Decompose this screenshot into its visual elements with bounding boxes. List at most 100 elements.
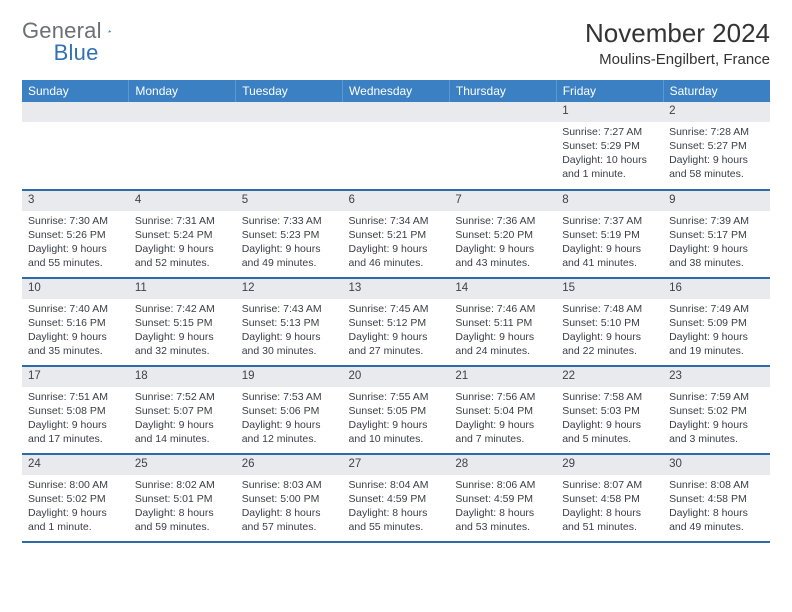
daylight-text: Daylight: 8 hours and 53 minutes. — [455, 506, 550, 534]
location-label: Moulins-Engilbert, France — [585, 51, 770, 68]
day-number-bar: 13 — [343, 279, 450, 299]
day-number-bar: 22 — [556, 367, 663, 387]
sunset-text: Sunset: 4:59 PM — [455, 492, 550, 506]
sunrise-text: Sunrise: 7:31 AM — [135, 214, 230, 228]
day-cell-body: Sunrise: 7:39 AMSunset: 5:17 PMDaylight:… — [663, 211, 770, 275]
daylight-text: Daylight: 9 hours and 55 minutes. — [28, 242, 123, 270]
day-number-bar: 2 — [663, 102, 770, 122]
daylight-text: Daylight: 9 hours and 58 minutes. — [669, 153, 764, 181]
day-header: Saturday — [663, 80, 770, 102]
calendar-week-row: 3Sunrise: 7:30 AMSunset: 5:26 PMDaylight… — [22, 190, 770, 278]
day-cell-body: Sunrise: 7:36 AMSunset: 5:20 PMDaylight:… — [449, 211, 556, 275]
sunrise-text: Sunrise: 8:04 AM — [349, 478, 444, 492]
day-number-bar: 9 — [663, 191, 770, 211]
day-number-bar: 11 — [129, 279, 236, 299]
day-header-row: SundayMondayTuesdayWednesdayThursdayFrid… — [22, 80, 770, 102]
day-cell-body: Sunrise: 7:52 AMSunset: 5:07 PMDaylight:… — [129, 387, 236, 451]
logo-sail-icon — [108, 22, 112, 40]
day-cell-body: Sunrise: 7:27 AMSunset: 5:29 PMDaylight:… — [556, 122, 663, 186]
sunset-text: Sunset: 5:29 PM — [562, 139, 657, 153]
daylight-text: Daylight: 9 hours and 5 minutes. — [562, 418, 657, 446]
day-cell-body: Sunrise: 7:56 AMSunset: 5:04 PMDaylight:… — [449, 387, 556, 451]
day-cell-body: Sunrise: 7:59 AMSunset: 5:02 PMDaylight:… — [663, 387, 770, 451]
calendar-day-cell: 8Sunrise: 7:37 AMSunset: 5:19 PMDaylight… — [556, 190, 663, 278]
calendar-day-cell: 14Sunrise: 7:46 AMSunset: 5:11 PMDayligh… — [449, 278, 556, 366]
day-number-bar: 24 — [22, 455, 129, 475]
calendar-day-cell: 16Sunrise: 7:49 AMSunset: 5:09 PMDayligh… — [663, 278, 770, 366]
daylight-text: Daylight: 9 hours and 49 minutes. — [242, 242, 337, 270]
day-cell-body: Sunrise: 7:28 AMSunset: 5:27 PMDaylight:… — [663, 122, 770, 186]
day-cell-body: Sunrise: 7:51 AMSunset: 5:08 PMDaylight:… — [22, 387, 129, 451]
calendar-day-cell: 7Sunrise: 7:36 AMSunset: 5:20 PMDaylight… — [449, 190, 556, 278]
sunset-text: Sunset: 5:02 PM — [28, 492, 123, 506]
calendar-day-cell — [22, 102, 129, 190]
sunrise-text: Sunrise: 7:55 AM — [349, 390, 444, 404]
sunset-text: Sunset: 5:02 PM — [669, 404, 764, 418]
calendar-day-cell: 11Sunrise: 7:42 AMSunset: 5:15 PMDayligh… — [129, 278, 236, 366]
sunrise-text: Sunrise: 7:49 AM — [669, 302, 764, 316]
day-number-bar: 18 — [129, 367, 236, 387]
day-number-bar: 17 — [22, 367, 129, 387]
day-cell-body: Sunrise: 7:40 AMSunset: 5:16 PMDaylight:… — [22, 299, 129, 363]
sunset-text: Sunset: 5:09 PM — [669, 316, 764, 330]
calendar-day-cell: 15Sunrise: 7:48 AMSunset: 5:10 PMDayligh… — [556, 278, 663, 366]
daylight-text: Daylight: 9 hours and 35 minutes. — [28, 330, 123, 358]
day-cell-body: Sunrise: 7:31 AMSunset: 5:24 PMDaylight:… — [129, 211, 236, 275]
day-number-bar: 4 — [129, 191, 236, 211]
calendar-day-cell — [343, 102, 450, 190]
calendar-day-cell: 12Sunrise: 7:43 AMSunset: 5:13 PMDayligh… — [236, 278, 343, 366]
day-header: Monday — [129, 80, 236, 102]
sunset-text: Sunset: 5:26 PM — [28, 228, 123, 242]
day-cell-body: Sunrise: 7:42 AMSunset: 5:15 PMDaylight:… — [129, 299, 236, 363]
day-number-bar: 29 — [556, 455, 663, 475]
sunset-text: Sunset: 5:13 PM — [242, 316, 337, 330]
calendar-day-cell — [236, 102, 343, 190]
calendar-day-cell — [129, 102, 236, 190]
sunset-text: Sunset: 5:05 PM — [349, 404, 444, 418]
daylight-text: Daylight: 9 hours and 17 minutes. — [28, 418, 123, 446]
calendar-thead: SundayMondayTuesdayWednesdayThursdayFrid… — [22, 80, 770, 102]
day-number-bar: 1 — [556, 102, 663, 122]
sunrise-text: Sunrise: 7:28 AM — [669, 125, 764, 139]
sunset-text: Sunset: 5:15 PM — [135, 316, 230, 330]
calendar-day-cell: 30Sunrise: 8:08 AMSunset: 4:58 PMDayligh… — [663, 454, 770, 542]
day-number-bar: 19 — [236, 367, 343, 387]
day-cell-body: Sunrise: 7:46 AMSunset: 5:11 PMDaylight:… — [449, 299, 556, 363]
sunset-text: Sunset: 5:11 PM — [455, 316, 550, 330]
daylight-text: Daylight: 9 hours and 7 minutes. — [455, 418, 550, 446]
day-number-bar: 27 — [343, 455, 450, 475]
day-number-bar: 15 — [556, 279, 663, 299]
calendar-table: SundayMondayTuesdayWednesdayThursdayFrid… — [22, 80, 770, 543]
sunrise-text: Sunrise: 7:46 AM — [455, 302, 550, 316]
daylight-text: Daylight: 9 hours and 41 minutes. — [562, 242, 657, 270]
sunrise-text: Sunrise: 8:00 AM — [28, 478, 123, 492]
sunset-text: Sunset: 5:20 PM — [455, 228, 550, 242]
sunset-text: Sunset: 5:10 PM — [562, 316, 657, 330]
sunrise-text: Sunrise: 7:43 AM — [242, 302, 337, 316]
day-number-bar: 5 — [236, 191, 343, 211]
calendar-day-cell — [449, 102, 556, 190]
day-cell-body: Sunrise: 8:02 AMSunset: 5:01 PMDaylight:… — [129, 475, 236, 539]
calendar-day-cell: 25Sunrise: 8:02 AMSunset: 5:01 PMDayligh… — [129, 454, 236, 542]
sunset-text: Sunset: 5:24 PM — [135, 228, 230, 242]
sunrise-text: Sunrise: 7:27 AM — [562, 125, 657, 139]
daylight-text: Daylight: 8 hours and 59 minutes. — [135, 506, 230, 534]
sunrise-text: Sunrise: 7:36 AM — [455, 214, 550, 228]
day-number-bar: 6 — [343, 191, 450, 211]
calendar-body: 1Sunrise: 7:27 AMSunset: 5:29 PMDaylight… — [22, 102, 770, 542]
sunrise-text: Sunrise: 7:51 AM — [28, 390, 123, 404]
calendar-day-cell: 9Sunrise: 7:39 AMSunset: 5:17 PMDaylight… — [663, 190, 770, 278]
sunset-text: Sunset: 5:07 PM — [135, 404, 230, 418]
calendar-week-row: 10Sunrise: 7:40 AMSunset: 5:16 PMDayligh… — [22, 278, 770, 366]
day-number-bar — [129, 102, 236, 122]
day-number-bar: 12 — [236, 279, 343, 299]
daylight-text: Daylight: 8 hours and 55 minutes. — [349, 506, 444, 534]
daylight-text: Daylight: 9 hours and 10 minutes. — [349, 418, 444, 446]
sunset-text: Sunset: 5:27 PM — [669, 139, 764, 153]
daylight-text: Daylight: 9 hours and 52 minutes. — [135, 242, 230, 270]
daylight-text: Daylight: 8 hours and 57 minutes. — [242, 506, 337, 534]
day-header: Friday — [556, 80, 663, 102]
sunset-text: Sunset: 5:08 PM — [28, 404, 123, 418]
day-number-bar: 26 — [236, 455, 343, 475]
sunrise-text: Sunrise: 7:48 AM — [562, 302, 657, 316]
